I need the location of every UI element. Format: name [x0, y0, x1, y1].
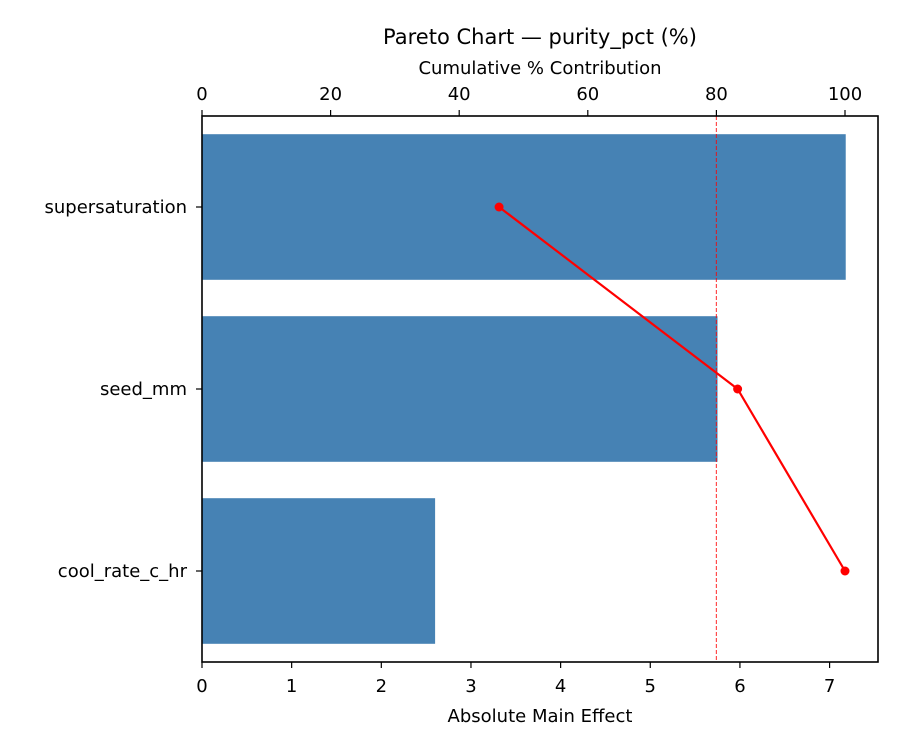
- x-tick-label: 5: [645, 676, 656, 697]
- secondary-x-axis-ticks: 0 20 40 60 80 100: [196, 84, 862, 116]
- x-tick-label: 0: [196, 676, 207, 697]
- secondary-x-tick-label: 20: [319, 84, 342, 105]
- y-tick-label: seed_mm: [100, 379, 187, 400]
- x-tick-label: 4: [555, 676, 566, 697]
- secondary-x-axis-label: Cumulative % Contribution: [418, 58, 661, 79]
- secondary-x-tick-label: 100: [828, 84, 862, 105]
- x-tick-label: 3: [465, 676, 476, 697]
- bar-seed_mm: [202, 316, 718, 462]
- x-axis-label: Absolute Main Effect: [448, 706, 633, 727]
- bar-supersaturation: [202, 134, 846, 280]
- chart-title: Pareto Chart — purity_pct (%): [383, 25, 697, 50]
- secondary-x-tick-label: 60: [576, 84, 599, 105]
- x-axis-ticks: 0 1 2 3 4 5 6 7: [196, 662, 835, 697]
- cumulative-point-marker: [494, 202, 504, 212]
- y-axis-ticks: supersaturation seed_mm cool_rate_c_hr: [45, 197, 202, 582]
- cumulative-point-marker: [733, 384, 743, 394]
- plot-frame: [201, 115, 879, 663]
- x-tick-label: 6: [734, 676, 745, 697]
- bars-group: [202, 134, 846, 644]
- cumulative-point-marker: [840, 566, 850, 576]
- x-tick-label: 2: [376, 676, 387, 697]
- secondary-x-tick-label: 40: [448, 84, 471, 105]
- y-tick-label: supersaturation: [45, 197, 187, 218]
- bar-cool_rate_c_hr: [202, 498, 436, 644]
- x-tick-label: 7: [824, 676, 835, 697]
- secondary-x-tick-label: 80: [705, 84, 728, 105]
- secondary-x-tick-label: 0: [196, 84, 207, 105]
- y-tick-label: cool_rate_c_hr: [58, 561, 188, 582]
- x-tick-label: 1: [286, 676, 297, 697]
- cumulative-line-series: [494, 202, 850, 576]
